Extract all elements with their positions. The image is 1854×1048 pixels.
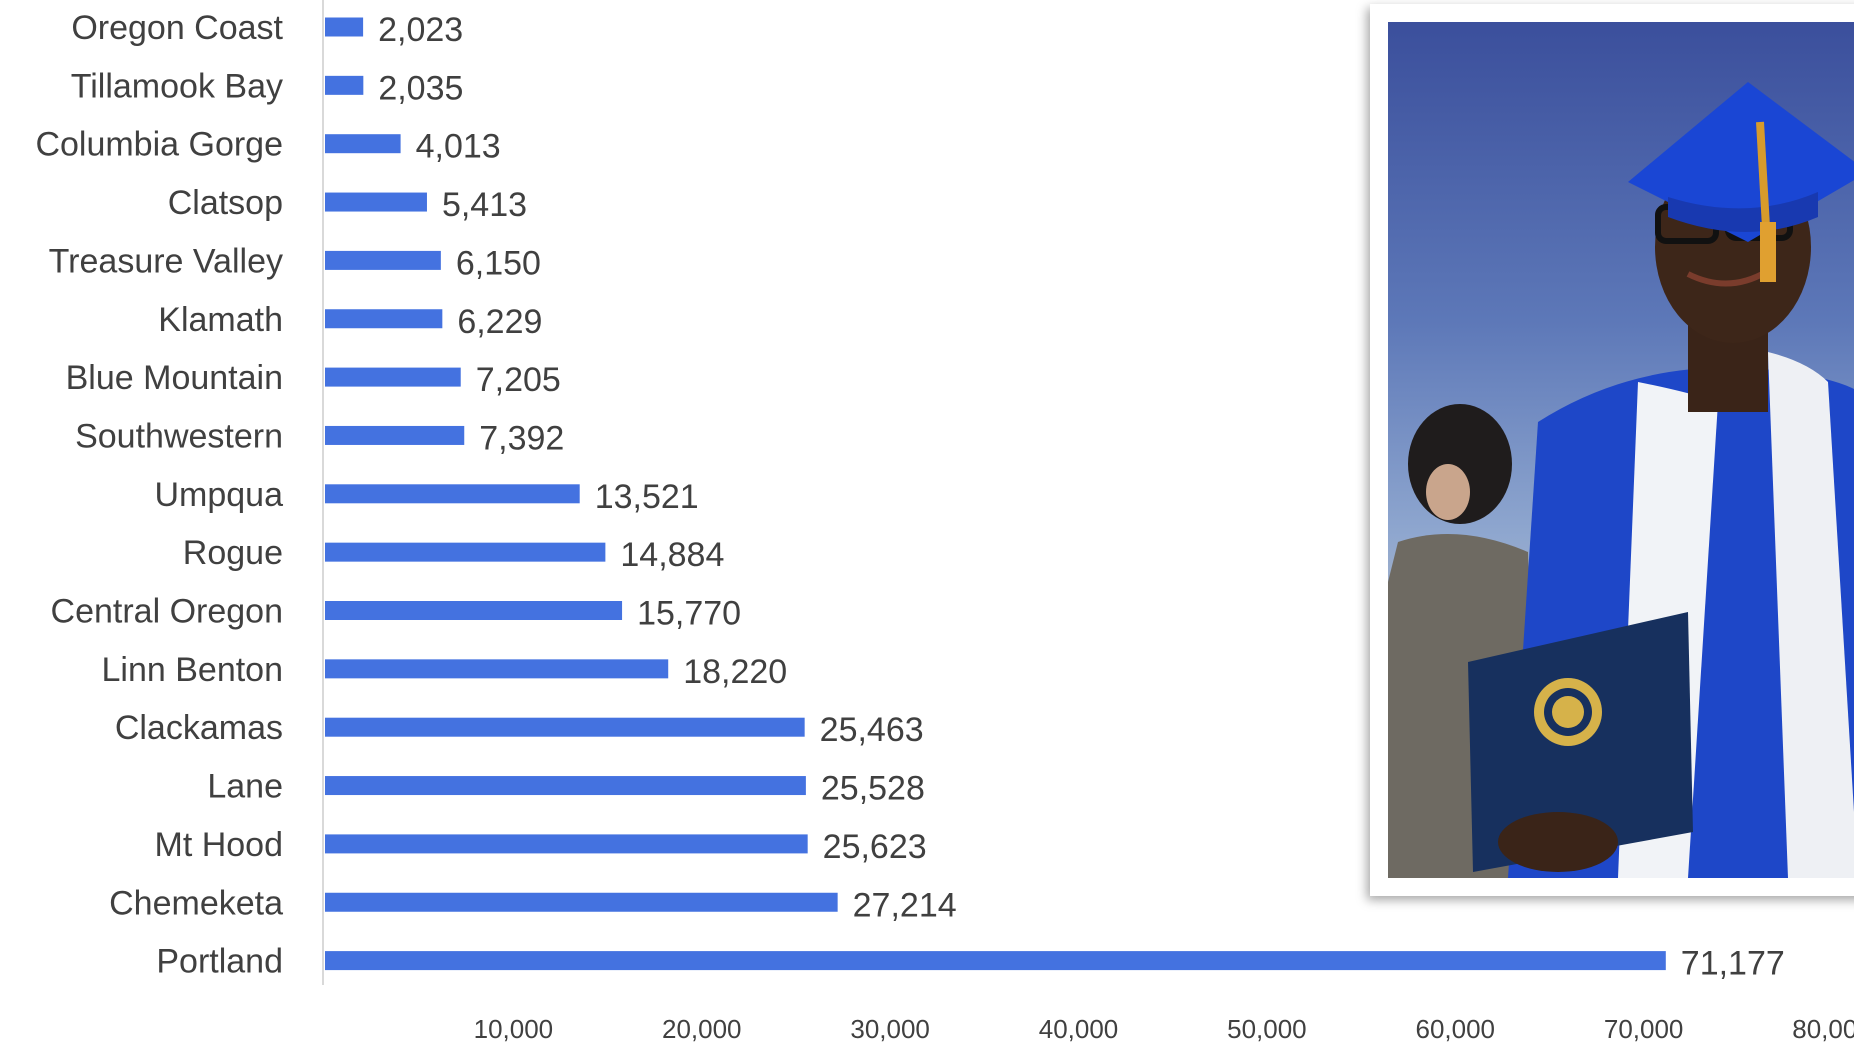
x-tick-label: 40,000: [1039, 1014, 1119, 1044]
bar: [325, 484, 580, 504]
data-label: 14,884: [620, 536, 724, 574]
category-label: Central Oregon: [51, 593, 283, 631]
x-tick-label: 50,000: [1227, 1014, 1307, 1044]
x-tick-label: 20,000: [662, 1014, 742, 1044]
data-label: 71,177: [1681, 945, 1785, 983]
data-label: 13,521: [595, 478, 699, 516]
bar: [325, 659, 669, 679]
graduate-illustration: [1388, 82, 1854, 878]
category-label: Umpqua: [154, 476, 283, 514]
category-label: Lane: [207, 768, 283, 806]
data-label: 25,463: [820, 711, 924, 749]
data-label: 4,013: [416, 128, 501, 166]
x-tick-label: 30,000: [850, 1014, 930, 1044]
data-label: 6,150: [456, 244, 541, 282]
data-label: 25,528: [821, 770, 925, 808]
bar: [325, 542, 606, 562]
bar: [325, 717, 805, 737]
category-label: Tillamook Bay: [71, 67, 283, 105]
data-label: 2,035: [378, 69, 463, 107]
bar: [325, 75, 364, 95]
category-label: Clackamas: [115, 709, 283, 747]
data-label: 2,023: [378, 11, 463, 49]
data-label: 15,770: [637, 595, 741, 633]
x-tick-label: 80,000: [1792, 1014, 1854, 1044]
bar: [325, 192, 427, 212]
bar: [325, 309, 443, 329]
category-label: Rogue: [183, 534, 283, 572]
category-label: Linn Benton: [102, 651, 284, 689]
category-label: Klamath: [158, 301, 283, 339]
bar: [325, 425, 465, 445]
category-label: Chemeketa: [109, 884, 283, 922]
x-tick-label: 60,000: [1415, 1014, 1495, 1044]
data-label: 25,623: [823, 828, 927, 866]
x-tick-label: 10,000: [474, 1014, 554, 1044]
category-label: Southwestern: [75, 417, 283, 455]
bar: [325, 776, 806, 796]
category-label: Mt Hood: [155, 826, 284, 864]
bar: [325, 134, 401, 154]
data-label: 18,220: [683, 653, 787, 691]
bar: [325, 951, 1666, 971]
x-tick-label: 70,000: [1604, 1014, 1684, 1044]
bar: [325, 17, 364, 37]
data-label: 5,413: [442, 186, 527, 224]
category-label: Blue Mountain: [66, 359, 283, 397]
bar: [325, 250, 441, 270]
data-label: 27,214: [853, 886, 957, 924]
category-label: Portland: [156, 943, 283, 981]
bar: [325, 892, 838, 912]
bar: [325, 834, 808, 854]
data-label: 7,205: [476, 361, 561, 399]
graduate-photo: [1388, 22, 1854, 878]
graduate-photo-frame: [1370, 4, 1854, 896]
data-label: 6,229: [457, 303, 542, 341]
category-label: Columbia Gorge: [35, 126, 283, 164]
data-label: 7,392: [479, 419, 564, 457]
bar: [325, 367, 461, 387]
category-label: Clatsop: [168, 184, 283, 222]
bar: [325, 601, 623, 620]
category-label: Treasure Valley: [49, 242, 283, 280]
category-label: Oregon Coast: [71, 9, 283, 47]
